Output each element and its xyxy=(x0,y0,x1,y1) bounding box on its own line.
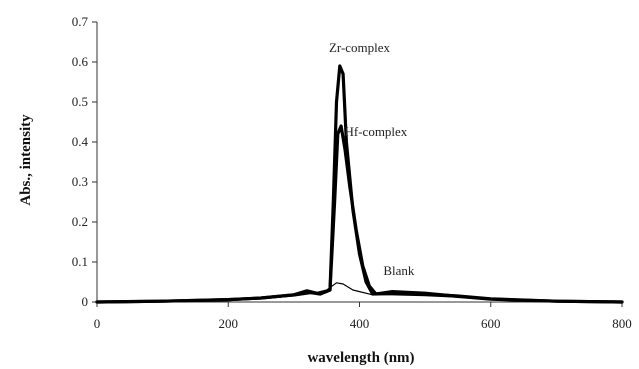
x-tick-label: 0 xyxy=(94,316,101,331)
y-tick-label: 0.5 xyxy=(72,94,88,109)
series-line-blank xyxy=(96,282,623,303)
annotation-blank: Blank xyxy=(383,263,415,278)
y-tick-label: 0.6 xyxy=(72,54,89,69)
x-tick-label: 400 xyxy=(350,316,370,331)
y-axis-title: Abs., intensity xyxy=(18,114,34,206)
series-line-hf-complex xyxy=(95,124,624,304)
y-tick-label: 0.7 xyxy=(72,14,89,29)
y-tick-label: 0.2 xyxy=(72,214,88,229)
y-tick-label: 0.1 xyxy=(72,254,88,269)
series-annotations: Zr-complex Hf-complex Blank xyxy=(329,40,415,278)
x-tick-label: 800 xyxy=(612,316,632,331)
x-tick-label: 200 xyxy=(219,316,239,331)
y-tick-label: 0 xyxy=(82,294,89,309)
series-line-zr-complex xyxy=(95,64,624,304)
series-lines xyxy=(95,64,624,304)
x-axis-title: wavelength (nm) xyxy=(307,350,414,366)
annotation-zr-complex: Zr-complex xyxy=(329,40,391,55)
y-tick-label: 0.3 xyxy=(72,174,88,189)
y-axis: 0 0.1 0.2 0.3 0.4 0.5 0.6 0.7 xyxy=(72,14,98,309)
y-tick-label: 0.4 xyxy=(72,134,89,149)
annotation-hf-complex: Hf-complex xyxy=(345,124,408,139)
x-axis: 0 200 400 600 800 xyxy=(94,301,632,331)
x-tick-label: 600 xyxy=(481,316,501,331)
